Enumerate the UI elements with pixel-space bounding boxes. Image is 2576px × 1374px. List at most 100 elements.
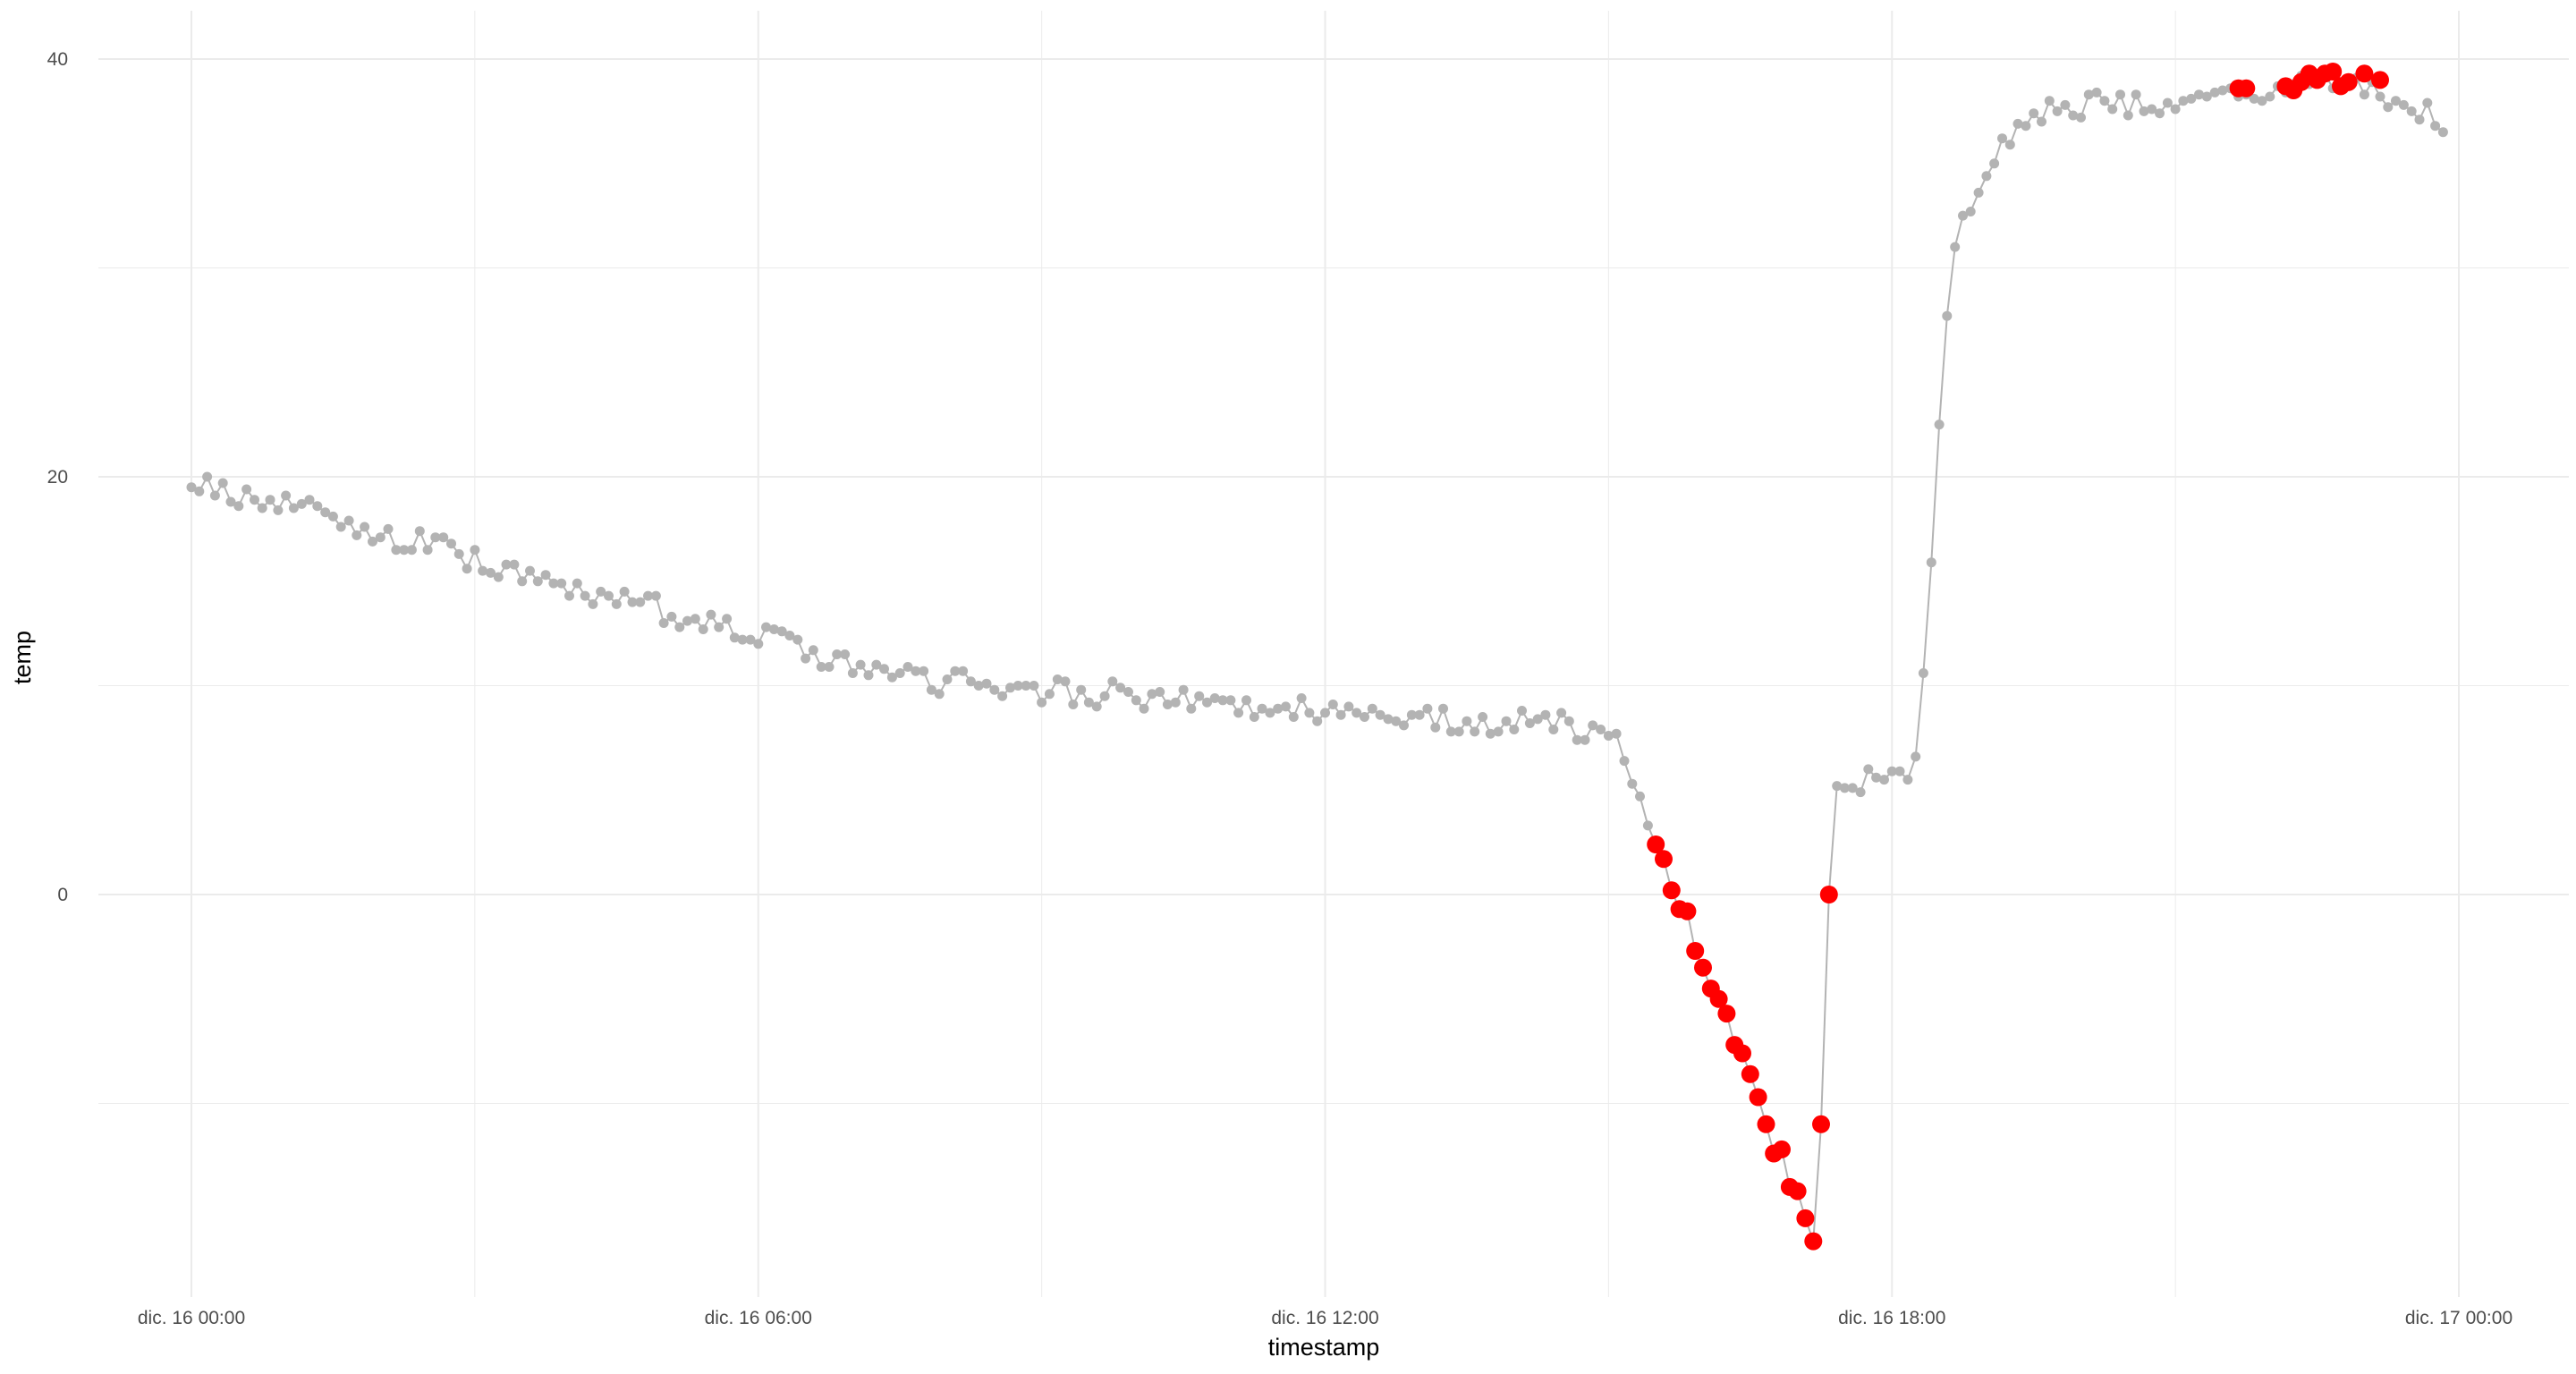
anomaly-point [2324,63,2343,81]
temp-point [1879,775,1889,785]
temp-point [2257,96,2267,106]
temp-point [698,624,708,634]
temp-point [690,614,700,624]
temp-point [911,666,921,676]
temp-point [1942,310,1953,321]
temp-point [1926,557,1936,568]
temp-point [2029,108,2039,119]
temp-point [1273,703,1284,714]
temp-point [934,689,945,700]
temp-point [414,526,425,537]
temp-point [627,597,638,607]
temp-point [1989,158,2000,169]
anomaly-point [1749,1088,1767,1107]
temp-point [1083,697,1094,708]
temp-point [509,559,520,570]
temp-point [225,496,236,507]
temp-point [1399,720,1409,731]
temp-point [525,565,535,576]
temp-point [2044,96,2055,106]
temp-point [288,503,299,513]
temp-point [2209,87,2220,98]
temp-point [209,490,220,501]
temp-point [879,664,889,674]
anomaly-point [1757,1115,1775,1133]
temp-point [682,615,692,626]
temp-point [1580,734,1590,745]
series-lines [191,72,2445,1242]
x-tick-label: dic. 16 00:00 [138,1308,245,1328]
temp-point [1327,700,1338,709]
temp-point [1509,725,1520,734]
temp-point [1422,703,1433,714]
temp-point [1005,683,1015,693]
temp-point [368,536,377,547]
temp-point [1162,700,1173,709]
temp-point [1123,687,1133,697]
temp-point [2060,99,2071,110]
temp-point [1343,701,1354,712]
temp-point [871,659,882,670]
temp-point [1540,709,1551,720]
temp-point [1532,714,1543,725]
temp-point [1375,709,1385,720]
temp-point [855,659,866,670]
anomaly-point [1741,1064,1759,1083]
temp-point [304,495,315,505]
temp-point [816,662,826,672]
temp-point [1965,207,1976,216]
anomaly-point [1717,1005,1736,1023]
temp-point [894,668,905,678]
temp-point [768,624,779,634]
temp-point [375,532,386,543]
temp-point [352,530,362,540]
temp-point [540,570,551,581]
temp-point [2037,116,2046,127]
temp-point [202,471,213,482]
temp-point [776,626,787,637]
temp-point [296,498,307,509]
temp-point [722,614,733,624]
temp-point [989,684,1000,695]
anomaly-point [1655,850,1673,869]
temp-point [1478,712,1488,722]
temp-point [674,622,685,632]
temp-point [1627,778,1638,789]
temp-point [832,649,843,659]
anomaly-point [2339,72,2358,91]
temp-point [2201,91,2212,102]
temp-point [1076,684,1087,695]
temp-point [1288,712,1299,722]
temp-point [997,691,1008,701]
y-axis-ticks: 0 20 40 [47,49,68,905]
temp-point [1115,683,1126,693]
temp-point [1832,781,1843,792]
temp-point [2052,106,2063,116]
temp-point [257,503,267,513]
temp-point [1044,689,1055,700]
temp-point [1013,681,1023,691]
temp-point [572,578,582,589]
temp-point [2123,110,2133,121]
temp-point [2383,102,2394,113]
temp-point [430,532,441,543]
temp-point [2083,89,2094,100]
temp-point [1973,187,1984,198]
temp-point [556,578,567,589]
temp-point [1391,716,1402,726]
x-tick-label: dic. 16 06:00 [705,1308,812,1328]
temp-point [1281,701,1291,712]
temp-point [666,611,677,622]
temp-point [2170,104,2181,114]
temp-point [729,632,740,643]
temp-point [1217,695,1228,706]
temp-point [2391,96,2401,106]
temp-point [1430,722,1441,733]
temp-point [1894,766,1905,776]
anomaly-point [1788,1182,1807,1200]
temp-point [1517,706,1527,716]
temp-point [186,482,197,493]
temp-point [2437,127,2448,138]
y-axis-title: temp [9,631,36,684]
temp-point [1060,676,1071,687]
